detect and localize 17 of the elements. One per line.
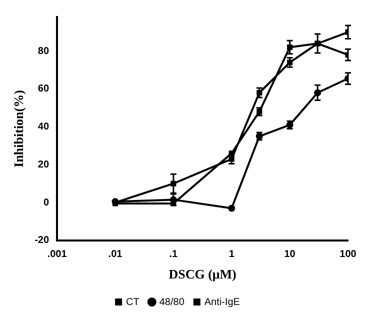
x-tick-label: 1 [228,249,235,260]
y-tick-label: 0 [43,197,50,208]
x-tick-label: 10 [284,249,296,260]
legend-label: CT [126,296,140,308]
legend-label: 48/80 [159,296,185,308]
y-tick-label: 20 [38,159,50,170]
x-tick-label: 100 [340,249,357,260]
y-tick-label: 40 [38,122,50,133]
x-axis-title: DSCG (μM) [168,266,236,282]
legend-label: Anti-IgE [204,296,240,308]
y-tick-label: -20 [34,235,50,246]
x-tick-label: .001 [47,249,68,260]
y-axis-title: Inhibition(%) [11,90,26,168]
y-tick-label: 80 [38,46,50,57]
y-tick-label: 60 [38,84,50,95]
x-tick-label: .1 [169,249,178,260]
x-tick-label: .01 [108,249,123,260]
